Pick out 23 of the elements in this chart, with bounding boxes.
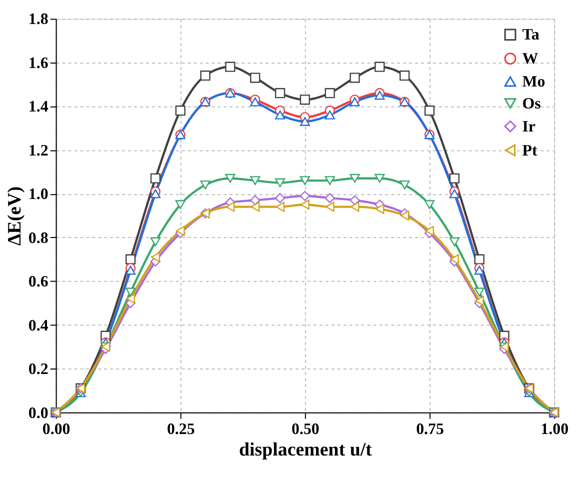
y-tick-label: 1.0 <box>28 186 48 204</box>
y-tick-label: 1.2 <box>28 142 48 160</box>
y-tick-label: 0.4 <box>28 317 48 334</box>
y-tick-label: 0.8 <box>28 230 48 247</box>
legend-label: Os <box>522 95 541 112</box>
legend-label: Ta <box>522 26 540 44</box>
x-axis-title: displacement u/t <box>238 440 373 461</box>
x-tick-label: 1.00 <box>540 420 569 438</box>
y-tick-label: 0.6 <box>28 274 48 291</box>
legend-label: Ir <box>522 118 536 136</box>
legend-label: Pt <box>522 142 538 160</box>
y-tick-label: 1.6 <box>28 54 48 72</box>
y-tick-label: 0.2 <box>28 361 48 378</box>
x-tick-label: 0.75 <box>416 420 444 438</box>
legend-label: W <box>522 50 538 68</box>
x-tick-label: 0.25 <box>166 420 195 438</box>
y-tick-label: 0.0 <box>28 404 48 422</box>
y-axis-title: ΔE(eV) <box>4 186 26 246</box>
legend-label: Mo <box>522 74 546 90</box>
x-tick-label: 0.50 <box>292 420 320 438</box>
y-tick-label: 1.8 <box>28 11 48 28</box>
x-tick-label: 0.00 <box>42 420 70 438</box>
y-tick-label: 1.4 <box>28 98 48 116</box>
